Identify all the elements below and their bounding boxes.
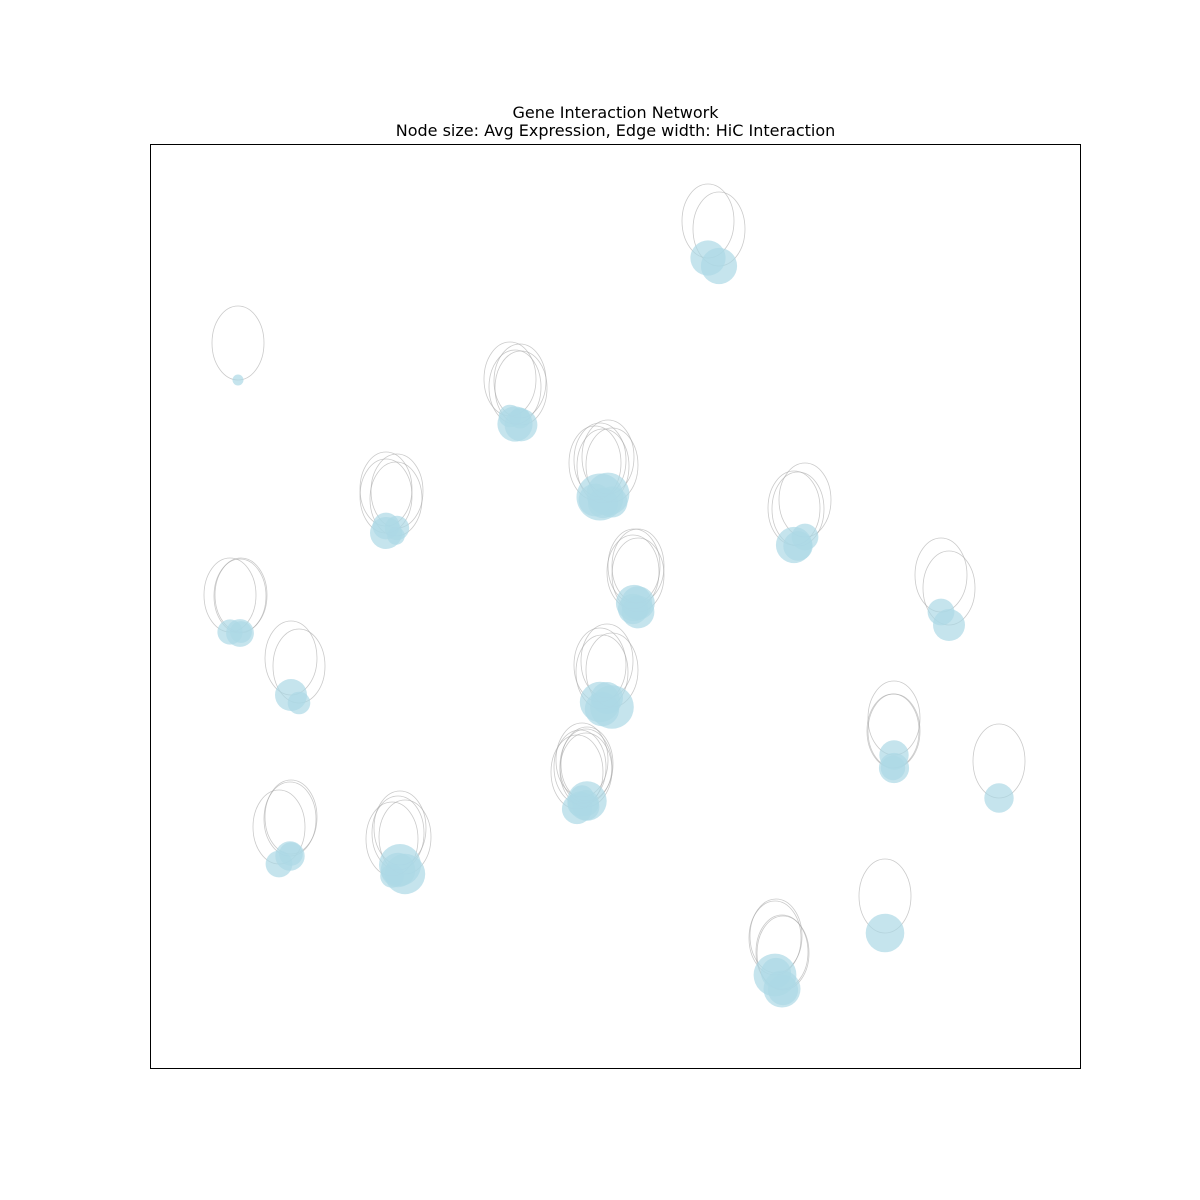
- gene-node: [584, 691, 620, 727]
- self-loop-edge: [211, 305, 265, 381]
- gene-node: [226, 619, 254, 647]
- figure-title: Gene Interaction Network: [512, 103, 719, 122]
- gene-node: [767, 974, 799, 1006]
- gene-node: [865, 913, 905, 953]
- gene-node: [232, 374, 244, 386]
- nodes-layer: [217, 240, 1014, 1008]
- gene-node: [933, 609, 965, 641]
- gene-node: [617, 593, 649, 625]
- gene-node: [578, 483, 612, 517]
- gene-node: [509, 407, 531, 429]
- gene-node: [700, 247, 738, 285]
- figure-subtitle: Node size: Avg Expression, Edge width: H…: [395, 121, 836, 140]
- gene-node: [275, 841, 305, 871]
- gene-node: [370, 517, 402, 549]
- gene-node: [573, 790, 599, 816]
- self-loop-edge: [493, 343, 547, 419]
- gene-node: [287, 691, 311, 715]
- gene-node: [783, 531, 813, 561]
- gene-node: [984, 783, 1014, 813]
- edges-layer: [203, 183, 1026, 991]
- plot-frame: [150, 144, 1081, 1069]
- gene-node: [880, 755, 906, 781]
- gene-node: [380, 852, 416, 888]
